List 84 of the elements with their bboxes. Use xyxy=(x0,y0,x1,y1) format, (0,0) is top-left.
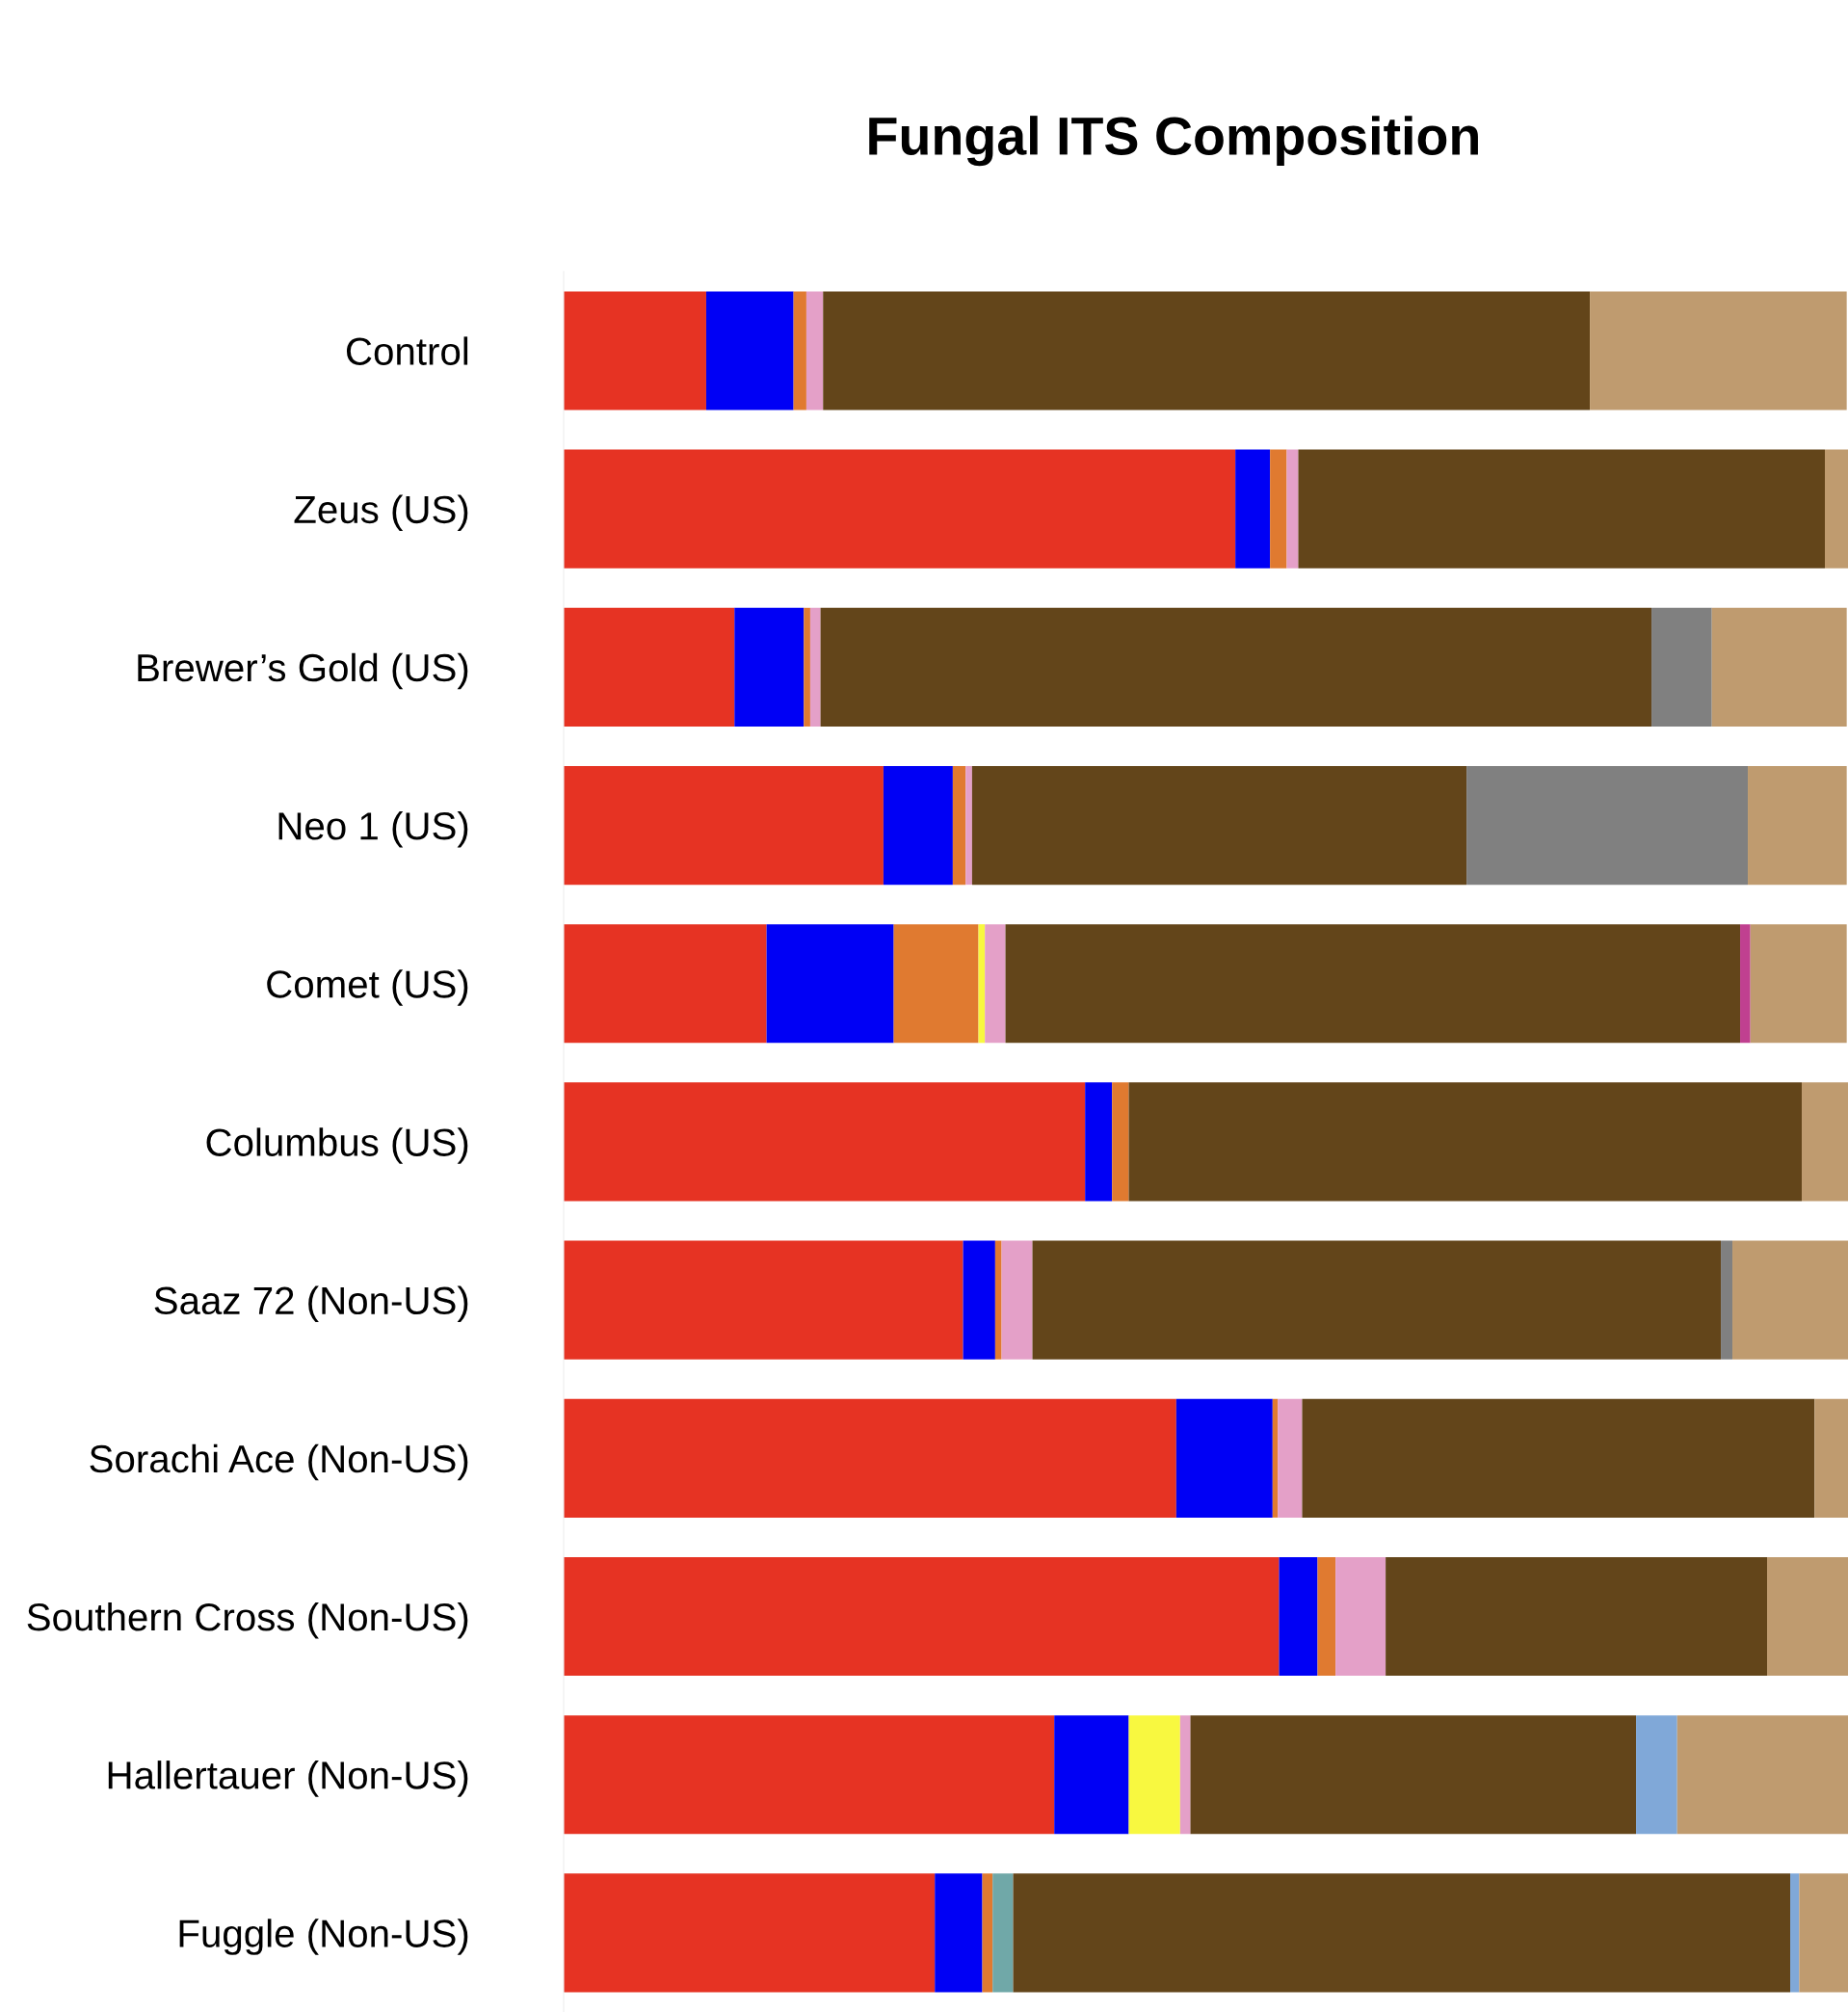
bar xyxy=(1814,1398,1848,1518)
y-tick-label: Brewer’s Gold (US) xyxy=(138,652,468,690)
y-tick-label: Sorachi Ace (Non-US) xyxy=(90,1443,468,1481)
bar xyxy=(978,924,986,1044)
y-tick-label: Columbus (US) xyxy=(206,1127,468,1164)
bar xyxy=(563,1240,964,1360)
y-tick-label: Fuggle (Non-US) xyxy=(179,1919,468,1955)
bar xyxy=(1128,1715,1180,1835)
bar xyxy=(1278,1398,1303,1518)
y-tick-label: Hallertauer (Non-US) xyxy=(108,1760,468,1797)
bar xyxy=(1279,1556,1318,1677)
bar xyxy=(1054,1715,1129,1835)
bar xyxy=(734,607,805,727)
bar xyxy=(563,1398,1176,1518)
bar xyxy=(1235,449,1271,569)
bar xyxy=(1721,1240,1733,1360)
bar xyxy=(1298,449,1826,569)
bar xyxy=(563,765,884,886)
bar xyxy=(994,1240,1002,1360)
bar xyxy=(1590,291,1847,410)
y-tick-label: Control xyxy=(346,336,468,365)
y-tick-label: Neo 1 (US) xyxy=(278,810,468,848)
bar xyxy=(1013,1873,1791,1993)
bar xyxy=(1802,1082,1848,1202)
bar xyxy=(963,1240,995,1360)
bar xyxy=(1750,924,1847,1044)
bar xyxy=(563,607,735,727)
bar xyxy=(1335,1556,1386,1677)
bar xyxy=(563,1715,1055,1835)
bar xyxy=(563,1082,1086,1202)
chart-title: Fungal ITS Composition xyxy=(869,116,1478,167)
bar xyxy=(1386,1556,1768,1677)
bar xyxy=(1112,1082,1129,1202)
bar xyxy=(1317,1556,1336,1677)
bar xyxy=(1711,607,1847,727)
bar xyxy=(1825,449,1848,569)
bar xyxy=(793,291,806,410)
bar xyxy=(1179,1715,1191,1835)
bar xyxy=(1032,1240,1722,1360)
bar xyxy=(1748,765,1847,886)
bar xyxy=(985,924,1006,1044)
bar xyxy=(1175,1398,1273,1518)
bar xyxy=(809,607,821,727)
bar xyxy=(1651,607,1712,727)
bar xyxy=(982,1873,993,1993)
bar xyxy=(563,924,767,1044)
bar xyxy=(992,1873,1014,1993)
bar xyxy=(705,291,794,410)
bar xyxy=(1799,1873,1848,1993)
bar xyxy=(1676,1715,1848,1835)
bar xyxy=(1767,1556,1848,1677)
bar xyxy=(1286,449,1299,569)
bar xyxy=(893,924,979,1044)
bar xyxy=(804,607,810,727)
bar xyxy=(1190,1715,1637,1835)
y-tick-label: Southern Cross (Non-US) xyxy=(27,1602,468,1639)
y-tick-label: Comet (US) xyxy=(267,969,468,1006)
bar xyxy=(1005,924,1741,1044)
bar xyxy=(563,449,1236,569)
bar xyxy=(766,924,894,1044)
bar xyxy=(805,291,824,410)
bar xyxy=(1636,1715,1677,1835)
bar xyxy=(1001,1240,1033,1360)
bar xyxy=(563,1556,1280,1677)
bar xyxy=(820,607,1652,727)
bar xyxy=(1740,924,1751,1044)
bar xyxy=(563,291,706,410)
bar xyxy=(935,1873,983,1993)
bar xyxy=(1466,765,1749,886)
bar xyxy=(1732,1240,1848,1360)
bar xyxy=(1128,1082,1803,1202)
bar xyxy=(971,765,1467,886)
bar xyxy=(1085,1082,1113,1202)
bar xyxy=(1272,1398,1279,1518)
bar xyxy=(563,1873,936,1993)
y-tick-label: Saaz 72 (Non-US) xyxy=(154,1285,468,1323)
bar xyxy=(1270,449,1287,569)
bar xyxy=(883,765,953,886)
bar xyxy=(952,765,966,886)
bar xyxy=(1302,1398,1815,1518)
bar xyxy=(823,291,1591,410)
bar xyxy=(1790,1873,1800,1993)
bar xyxy=(965,765,972,886)
y-tick-label: Zeus (US) xyxy=(294,494,468,532)
